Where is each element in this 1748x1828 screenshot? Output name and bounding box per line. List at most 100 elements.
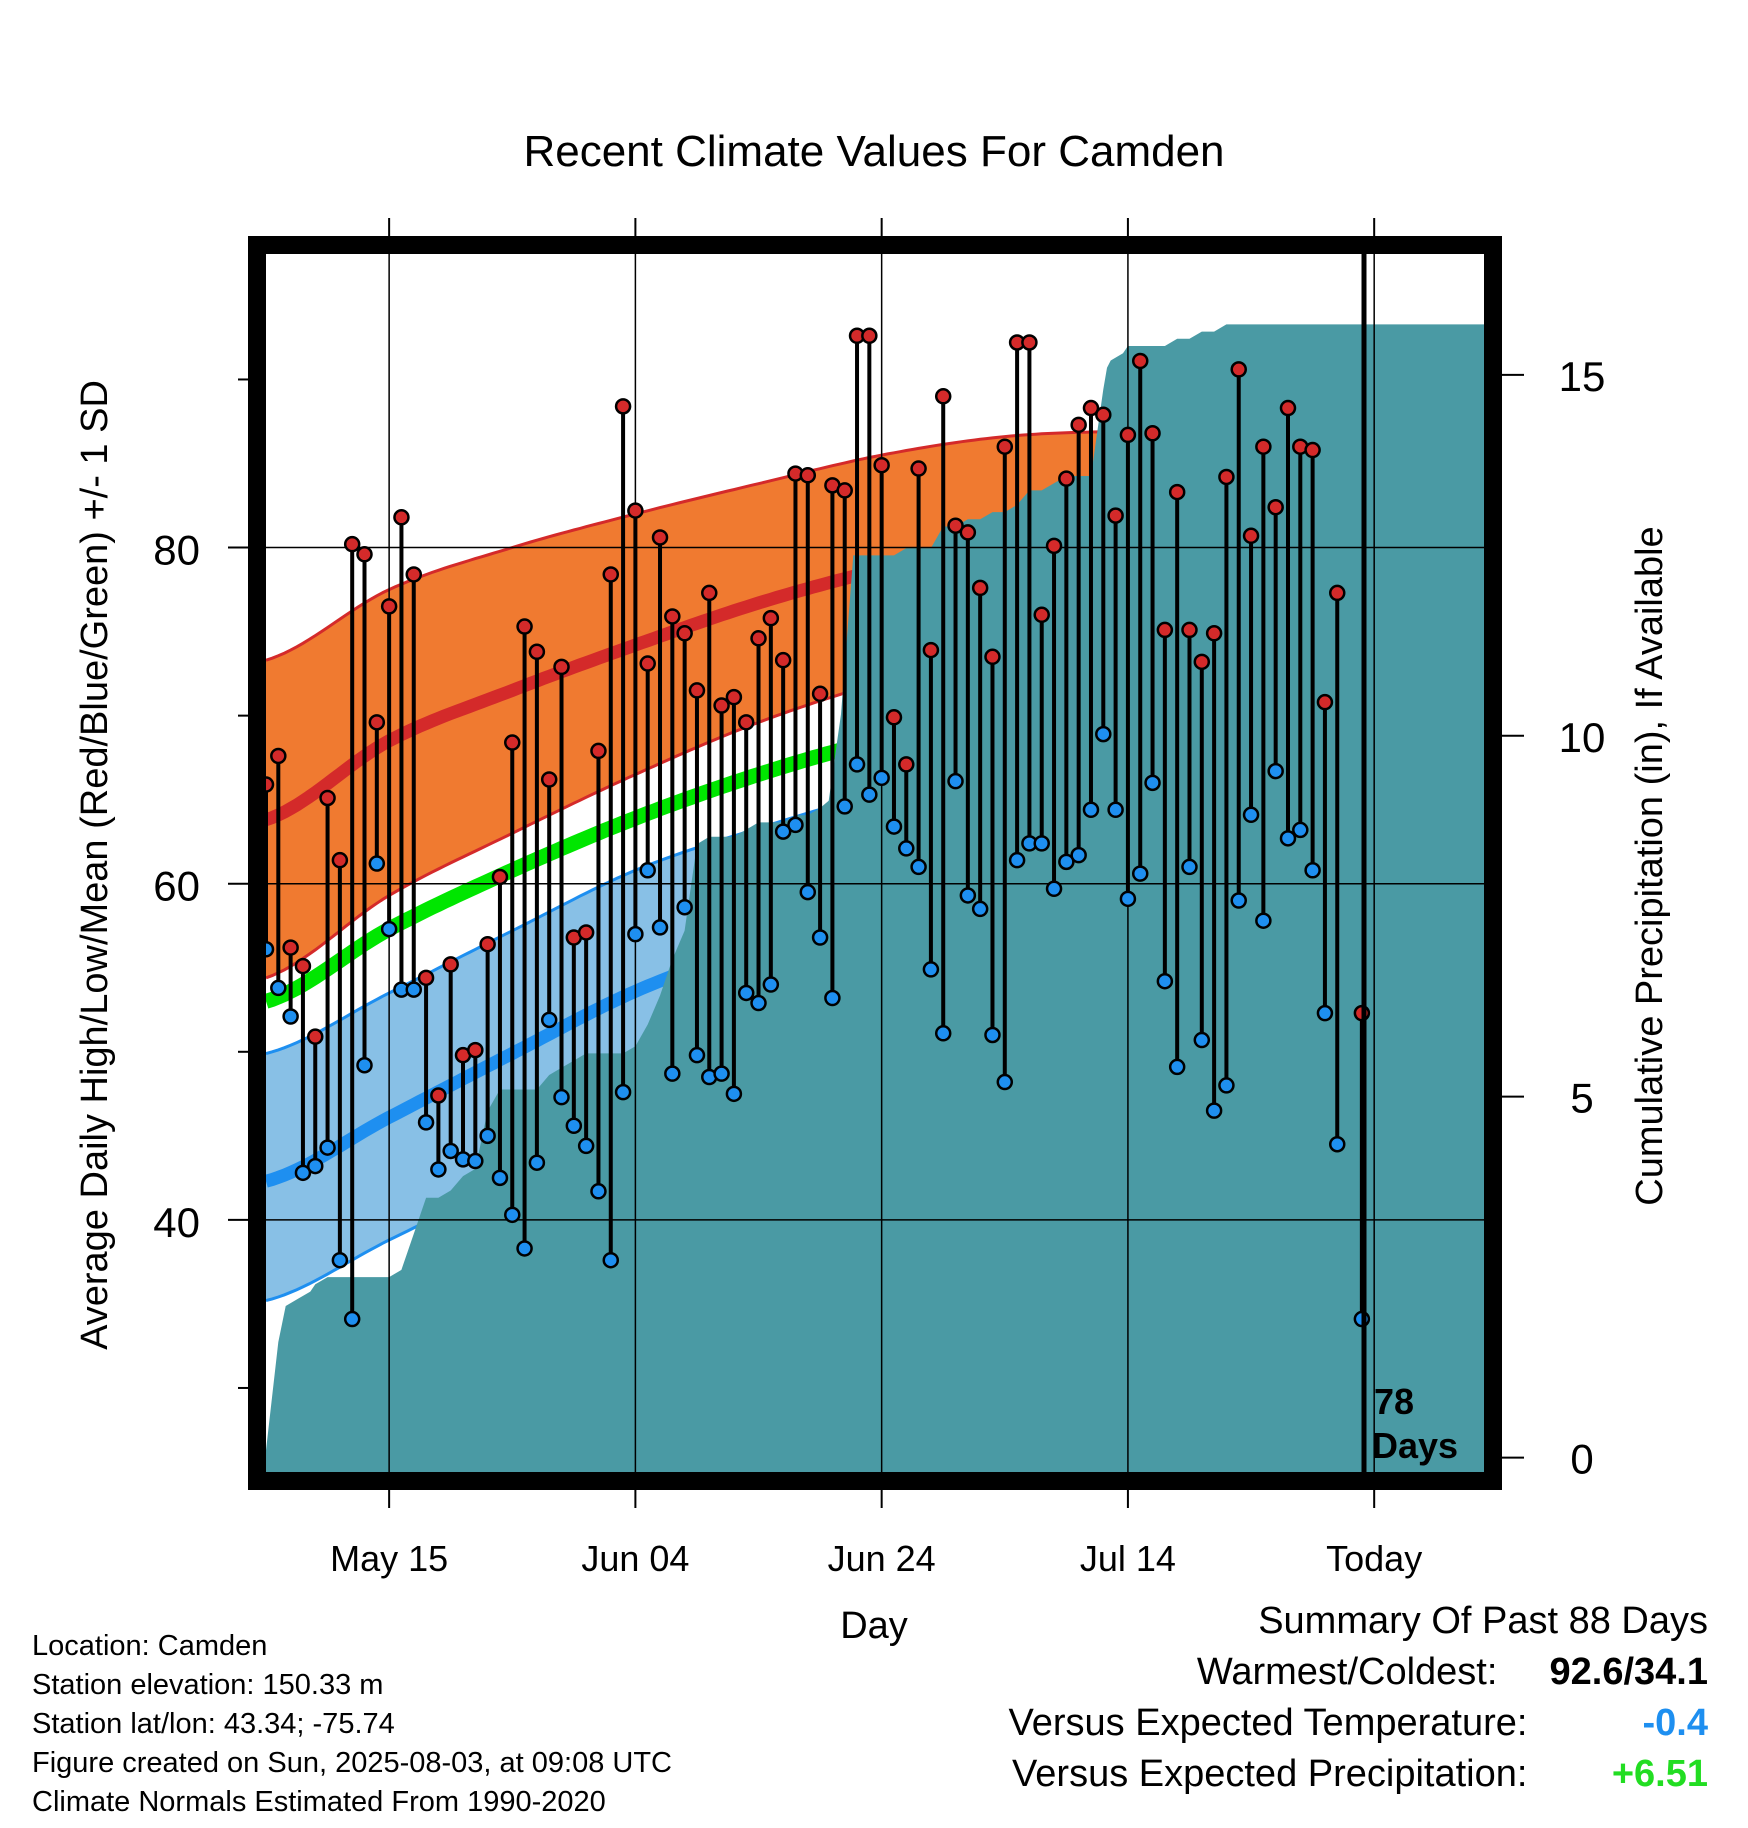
- created-text: Figure created on Sun, 2025-08-03, at 09…: [32, 1747, 672, 1779]
- elevation-text: Station elevation: 150.33 m: [32, 1669, 384, 1701]
- x-tick-label: Today: [1326, 1538, 1422, 1579]
- daily-low-marker: [331, 1251, 349, 1269]
- daily-high-marker: [1242, 527, 1260, 545]
- daily-low-marker: [1058, 853, 1075, 871]
- days-count-label: 78: [1374, 1381, 1414, 1422]
- daily-low-marker: [1279, 830, 1297, 847]
- daily-high-marker: [737, 714, 755, 731]
- daily-low-marker: [430, 1161, 447, 1178]
- daily-high-marker: [922, 641, 940, 659]
- summary-temp-row: Versus Expected Temperature: -0.4: [1009, 1702, 1708, 1753]
- daily-low-marker: [639, 862, 656, 879]
- daily-low-marker: [1082, 801, 1100, 819]
- daily-low-marker: [762, 976, 780, 993]
- plot-frame: [248, 236, 1502, 1490]
- daily-high-marker: [1205, 625, 1223, 642]
- daily-high-marker: [356, 546, 373, 563]
- daily-low-marker: [873, 769, 890, 787]
- daily-low-marker: [528, 1154, 546, 1171]
- latlon-text: Station lat/lon: 43.34; -75.74: [32, 1708, 395, 1740]
- chart-title: Recent Climate Values For Camden: [523, 127, 1224, 176]
- daily-high-marker: [1119, 426, 1137, 444]
- warmest-value: 92.6/34.1: [1549, 1651, 1708, 1693]
- daily-high-marker: [701, 584, 718, 602]
- daily-low-marker: [1205, 1102, 1223, 1119]
- daily-high-marker: [1279, 399, 1297, 417]
- daily-high-marker: [676, 625, 693, 642]
- daily-low-marker: [836, 798, 853, 815]
- daily-low-marker: [553, 1088, 570, 1106]
- daily-high-marker: [479, 935, 496, 953]
- x-axis-label: Day: [840, 1605, 908, 1647]
- daily-high-marker: [1045, 537, 1063, 555]
- daily-high-marker: [553, 658, 570, 676]
- daily-low-marker: [811, 929, 829, 946]
- y-tick-label-right: 0: [1570, 1436, 1593, 1483]
- daily-high-marker: [270, 747, 287, 765]
- daily-low-marker: [1168, 1058, 1186, 1076]
- daily-high-marker: [417, 969, 435, 987]
- daily-high-marker: [577, 924, 595, 941]
- daily-high-marker: [1107, 507, 1124, 524]
- daily-high-marker: [282, 939, 299, 956]
- daily-low-marker: [590, 1183, 607, 1200]
- y-axis-label-left: Average Daily High/Low/Mean (Red/Blue/Gr…: [74, 380, 116, 1350]
- daily-high-marker: [614, 398, 632, 415]
- daily-low-marker: [984, 1026, 1001, 1044]
- daily-high-marker: [1168, 483, 1186, 501]
- location-text: Location: Camden: [32, 1630, 268, 1662]
- daily-low-marker: [343, 1310, 361, 1328]
- daily-high-marker: [1181, 621, 1198, 639]
- daily-low-marker: [725, 1085, 743, 1103]
- daily-low-marker: [664, 1065, 681, 1082]
- daily-high-marker: [528, 643, 546, 661]
- daily-low-marker: [688, 1046, 706, 1064]
- daily-low-marker: [1267, 762, 1284, 780]
- daily-high-marker: [1082, 399, 1100, 417]
- daily-low-marker: [540, 1011, 558, 1029]
- daily-low-marker: [1230, 892, 1247, 909]
- daily-low-marker: [417, 1114, 435, 1131]
- y-axis-label-right: Cumulative Precipitation (in), If Availa…: [1629, 526, 1671, 1205]
- daily-high-marker: [294, 957, 312, 975]
- daily-low-marker: [824, 989, 841, 1007]
- daily-low-marker: [602, 1251, 620, 1269]
- daily-low-marker: [861, 786, 878, 803]
- daily-low-marker: [577, 1137, 595, 1155]
- daily-high-marker: [651, 529, 669, 546]
- daily-low-marker: [898, 840, 915, 857]
- daily-high-marker: [1193, 653, 1211, 671]
- daily-low-marker: [1255, 912, 1272, 929]
- daily-low-marker: [627, 925, 644, 943]
- precipitation-area: [266, 324, 1485, 1472]
- y-tick-label-left: 60: [153, 863, 200, 910]
- daily-low-marker: [922, 961, 940, 978]
- daily-low-marker: [971, 900, 989, 918]
- summary-heading: Summary Of Past 88 Days: [1258, 1600, 1708, 1642]
- x-tick-label: Jun 04: [581, 1538, 689, 1579]
- daily-high-marker: [442, 956, 459, 973]
- daily-high-marker: [343, 535, 361, 553]
- daily-high-marker: [885, 709, 903, 726]
- daily-low-marker: [1144, 774, 1161, 792]
- daily-high-marker: [664, 608, 681, 625]
- daily-low-marker: [676, 898, 693, 916]
- daily-low-marker: [405, 981, 423, 998]
- daily-high-marker: [1304, 441, 1321, 459]
- daily-high-marker: [861, 327, 878, 345]
- daily-high-marker: [540, 771, 558, 788]
- daily-high-marker: [491, 868, 509, 886]
- daily-high-marker: [811, 685, 829, 703]
- daily-high-marker: [799, 467, 817, 484]
- station-info: Location: Camden Station elevation: 150.…: [32, 1627, 672, 1822]
- daily-high-marker: [627, 502, 644, 519]
- daily-low-marker: [368, 855, 386, 872]
- daily-high-marker: [380, 598, 398, 615]
- daily-high-marker: [725, 688, 743, 706]
- daily-low-marker: [1304, 862, 1321, 879]
- daily-low-marker: [319, 1139, 336, 1156]
- daily-low-marker: [307, 1157, 324, 1175]
- warmest-label: Warmest/Coldest:: [1196, 1651, 1498, 1693]
- daily-low-marker: [1292, 821, 1309, 839]
- daily-low-marker: [1119, 890, 1137, 908]
